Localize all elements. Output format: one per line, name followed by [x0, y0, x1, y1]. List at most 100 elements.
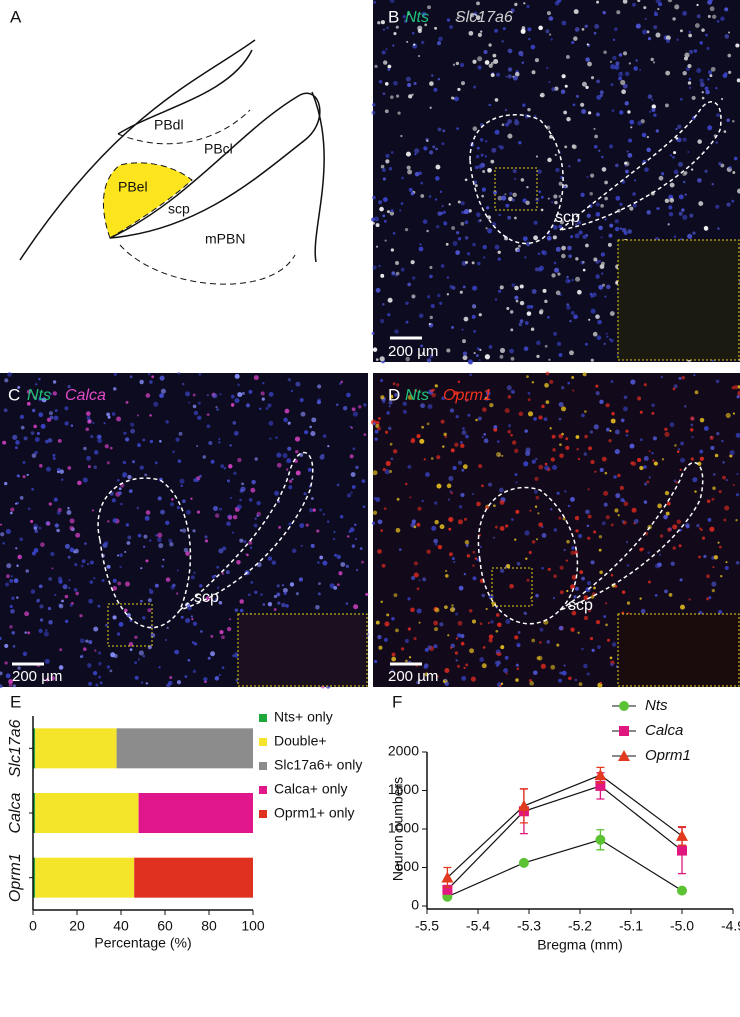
cell — [537, 252, 541, 256]
cell — [549, 427, 552, 430]
cell — [707, 14, 711, 18]
cell — [31, 408, 36, 413]
cell — [69, 518, 75, 524]
cell — [200, 630, 203, 633]
cell — [693, 49, 698, 53]
marker — [676, 829, 688, 841]
cell — [48, 577, 53, 581]
cell — [283, 591, 287, 596]
cell — [595, 620, 601, 625]
cell — [379, 206, 384, 212]
cell — [80, 655, 83, 659]
cell — [511, 518, 514, 521]
cell — [385, 460, 391, 467]
cell — [660, 172, 665, 176]
cell — [103, 422, 106, 425]
cell — [419, 243, 422, 246]
cell — [481, 194, 484, 198]
marker — [677, 845, 687, 856]
cell — [635, 59, 639, 62]
cell — [118, 491, 122, 495]
cell — [512, 391, 515, 394]
cell — [596, 94, 602, 100]
cell — [534, 476, 539, 481]
cell — [19, 537, 24, 542]
cell — [151, 375, 155, 379]
cell — [391, 668, 394, 672]
cell — [191, 618, 194, 621]
cell — [712, 566, 715, 569]
cell — [603, 502, 608, 507]
outline — [311, 91, 325, 263]
cell — [166, 626, 169, 629]
cell — [451, 226, 456, 230]
cell — [499, 684, 502, 687]
cell — [494, 28, 498, 33]
cell — [525, 557, 528, 560]
cell — [140, 681, 144, 684]
cell — [137, 658, 141, 661]
cell — [93, 577, 96, 580]
cell — [451, 604, 454, 607]
cell — [158, 666, 161, 669]
cell — [16, 596, 19, 599]
cell — [539, 641, 542, 644]
cell — [77, 480, 82, 486]
cell — [215, 405, 218, 409]
cell — [412, 32, 415, 35]
cell — [418, 54, 421, 58]
cell — [675, 127, 678, 131]
cell — [124, 608, 128, 613]
cell — [394, 393, 398, 397]
cell — [565, 54, 570, 59]
cell — [68, 587, 71, 590]
cell — [434, 26, 438, 30]
cell — [52, 380, 57, 384]
cell — [731, 386, 735, 390]
cell — [482, 407, 487, 412]
cell — [43, 631, 49, 637]
x-tick-label: 80 — [201, 918, 217, 934]
cell — [480, 484, 484, 488]
cell — [721, 439, 724, 443]
cell — [726, 118, 730, 122]
gene-label: Oprm1 — [443, 387, 492, 404]
cell — [49, 392, 53, 396]
cell — [694, 23, 700, 28]
cell — [276, 592, 281, 597]
cell — [667, 223, 670, 226]
gene-label: Calca — [65, 387, 106, 404]
cell — [610, 663, 614, 667]
cell — [465, 399, 469, 402]
cell — [182, 499, 186, 504]
cell — [668, 211, 674, 217]
cell — [384, 109, 389, 114]
cell — [709, 74, 713, 78]
cell — [416, 434, 421, 439]
cell — [674, 4, 680, 10]
cell — [10, 609, 15, 614]
cell — [677, 161, 684, 168]
cell — [448, 516, 454, 523]
cell — [389, 211, 395, 216]
cell — [676, 519, 682, 525]
cell — [530, 44, 536, 50]
cell — [349, 454, 354, 459]
cell — [193, 642, 198, 646]
cell — [606, 284, 611, 290]
cell — [490, 73, 495, 77]
cell — [444, 435, 448, 439]
cell — [697, 139, 702, 144]
cell — [185, 551, 190, 556]
cell — [85, 427, 90, 432]
cell — [514, 473, 518, 477]
cell — [452, 465, 457, 471]
cell — [204, 539, 209, 543]
cell — [723, 130, 727, 133]
cell — [548, 33, 552, 36]
cell — [591, 648, 595, 652]
cell — [321, 453, 325, 457]
cell — [595, 314, 600, 320]
cell — [641, 132, 647, 138]
cell — [406, 40, 409, 43]
